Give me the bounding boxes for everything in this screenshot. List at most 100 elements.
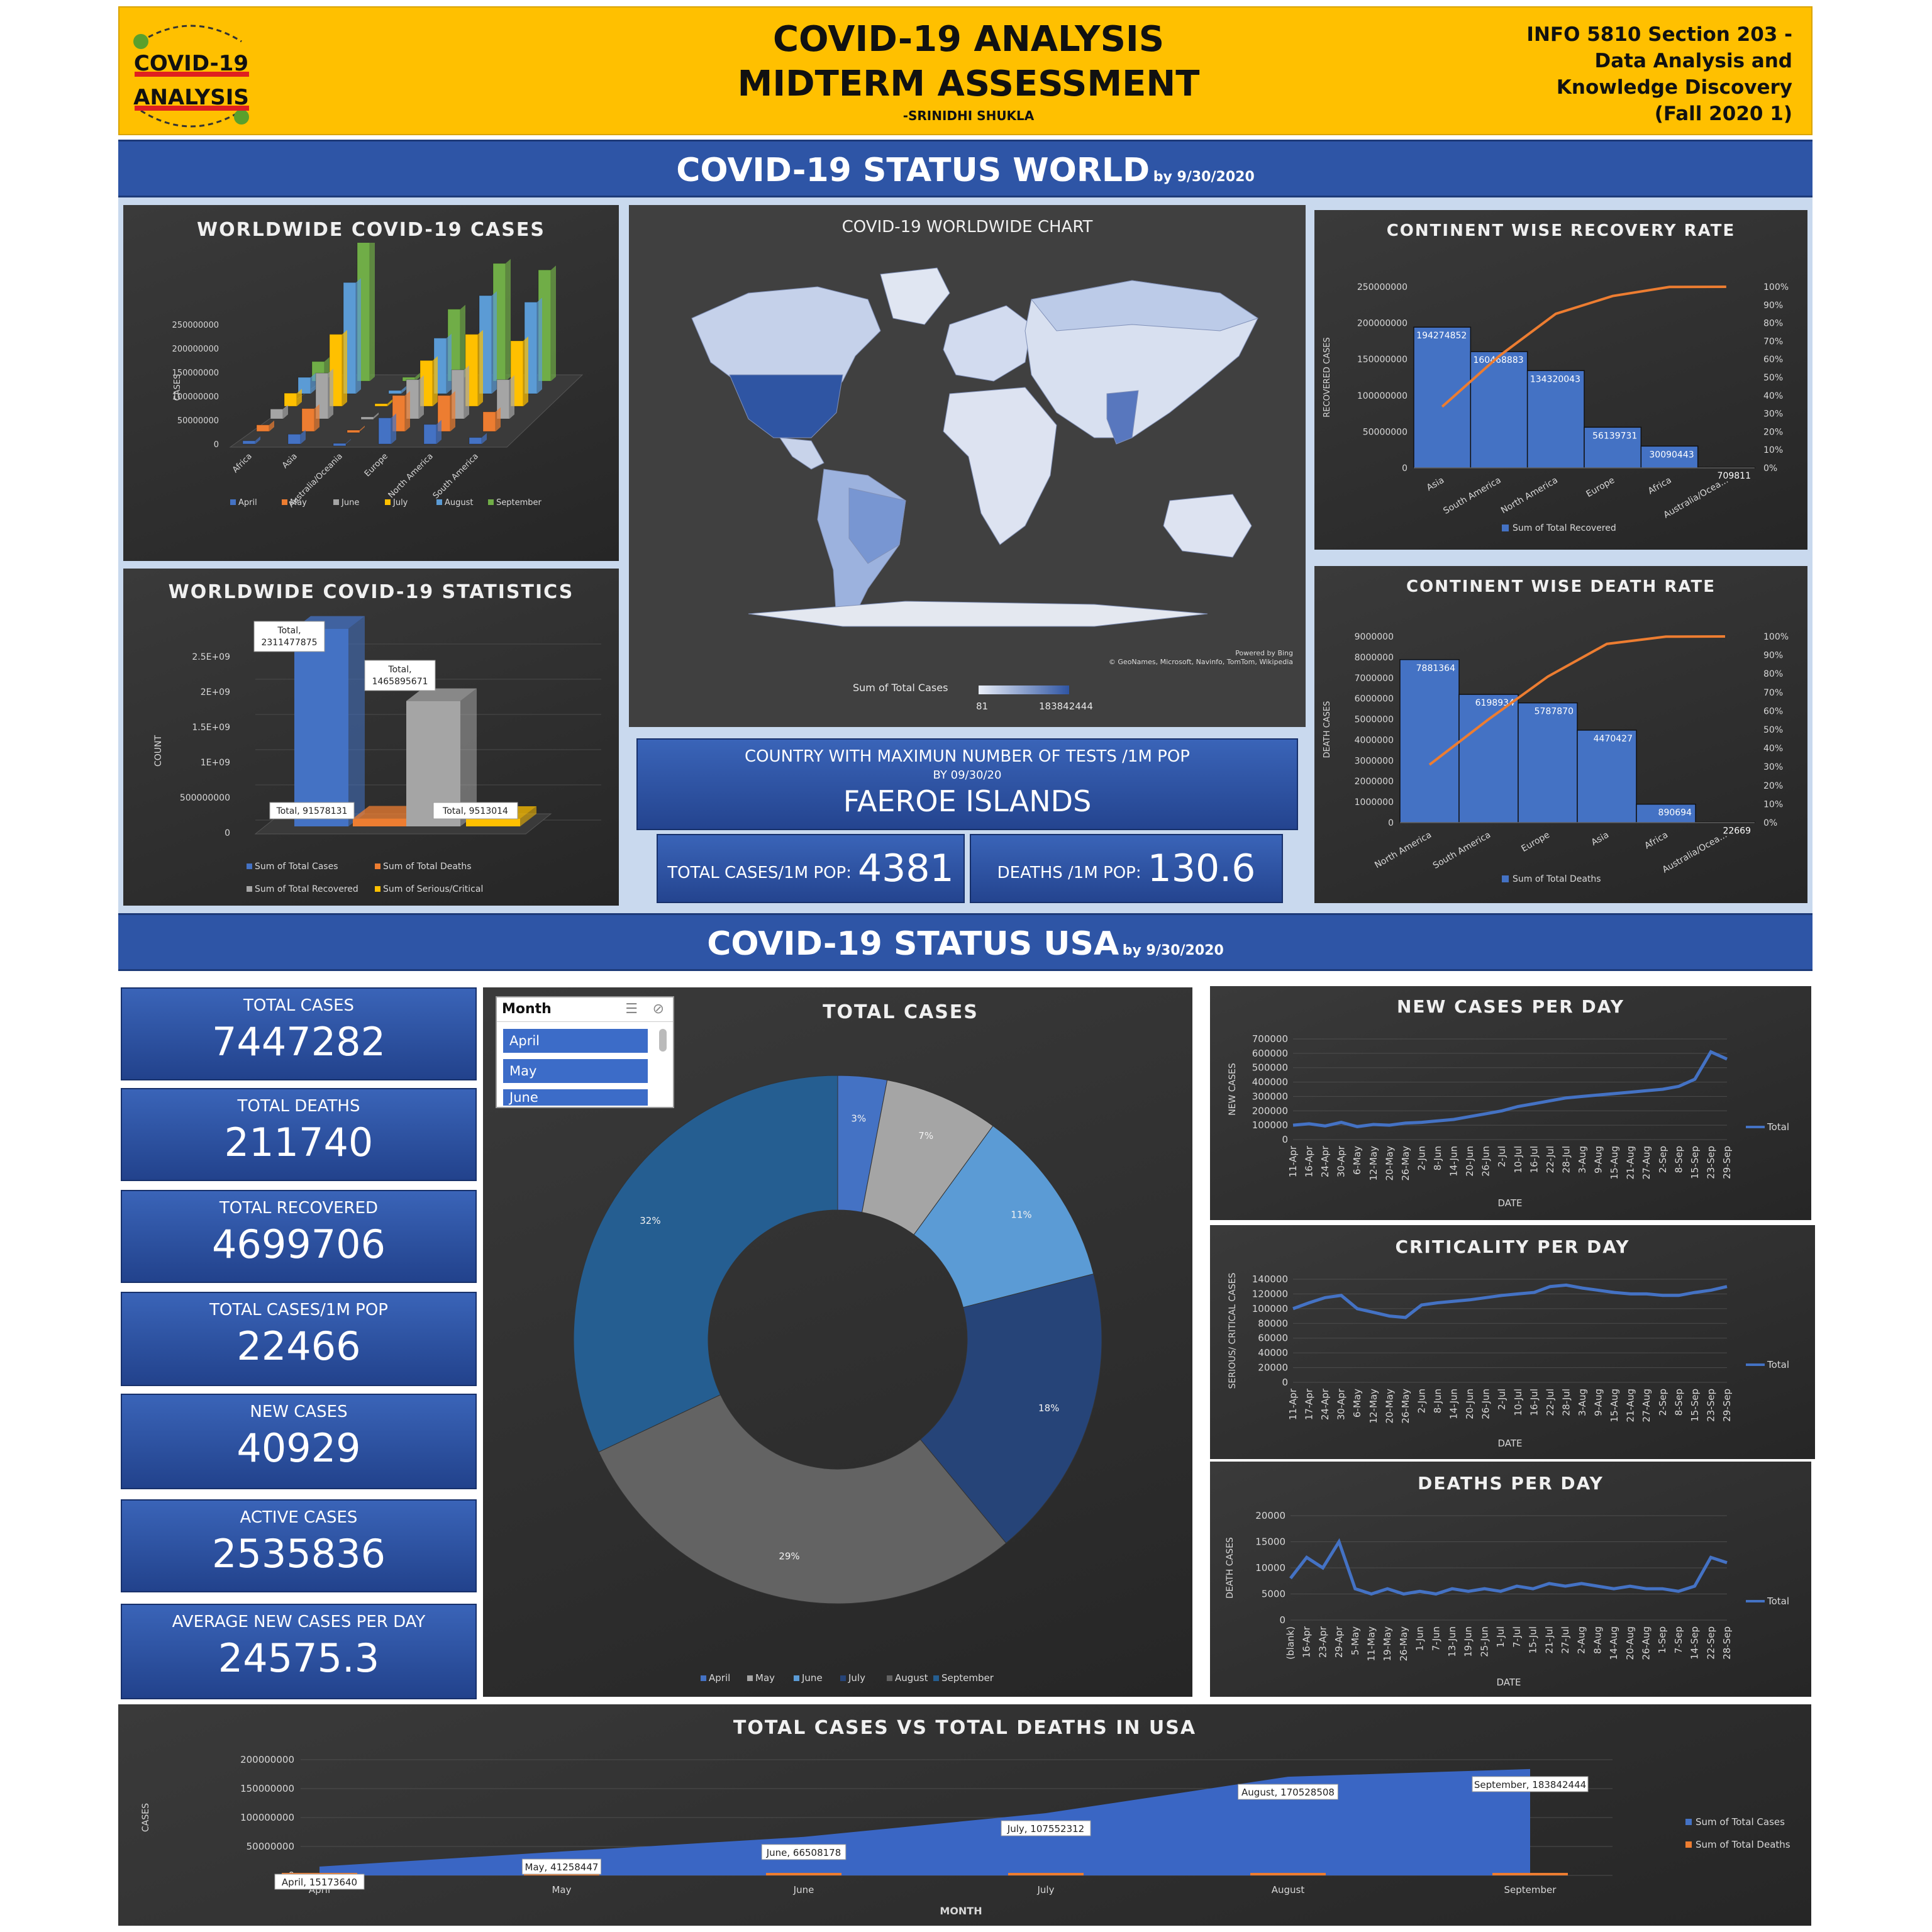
bar-side <box>374 412 379 419</box>
x-tick-label: May <box>552 1884 571 1896</box>
map-australia[interactable] <box>1163 494 1252 558</box>
y-tick-label: 0 <box>1282 1377 1288 1388</box>
legend-swatch <box>247 863 252 869</box>
legend-label: Sum of Total Cases <box>1696 1816 1785 1828</box>
month-slicer[interactable]: Month ☰ ⊘ April May June <box>496 996 674 1108</box>
clear-filter-icon[interactable]: ⊘ <box>652 1001 664 1017</box>
x-tick-label: 28-Jul <box>1560 1146 1572 1173</box>
y-tick-label: 100000 <box>1252 1303 1288 1314</box>
usa-banner: COVID-19 STATUS USA by 9/30/2020 <box>118 913 1813 971</box>
slicer-item-june[interactable]: June <box>503 1089 648 1106</box>
x-tick-label: 16-Apr <box>1301 1626 1313 1658</box>
y-tick-label: 80000 <box>1258 1318 1288 1329</box>
y-tick-label: 20000 <box>1258 1362 1288 1374</box>
bar-side <box>523 336 528 406</box>
kpi-cases-per-million: TOTAL CASES/1M POP 22466 <box>121 1292 477 1386</box>
x-tick-label: 9-Aug <box>1593 1146 1604 1174</box>
data-label: Total, 91578131 <box>276 806 348 816</box>
kpi-avg-new-cases-value: 24575.3 <box>218 1635 380 1681</box>
legend-swatch <box>933 1675 939 1681</box>
legend-label: Sum of Total Cases <box>255 862 338 872</box>
x-tick-label: 2-Jul <box>1496 1389 1507 1410</box>
bar-side <box>492 291 497 394</box>
y-tick-label: 2E+09 <box>201 687 230 697</box>
y-axis-label: RECOVERED CASES <box>1323 337 1332 418</box>
map-greenland[interactable] <box>880 267 950 325</box>
kpi-new-cases: NEW CASES 40929 <box>121 1394 477 1489</box>
legend-label: August <box>445 498 474 508</box>
new-cases-title: NEW CASES PER DAY <box>1396 996 1625 1017</box>
recovery-rate-chart: 0 50000000 100000000 150000000 200000000 2500… <box>1323 282 1789 533</box>
legend-swatch <box>333 499 339 505</box>
x-tick-label: 15-Aug <box>1609 1146 1620 1179</box>
map-brazil[interactable] <box>848 487 906 564</box>
bar-side <box>314 404 319 431</box>
slice-label: 7% <box>918 1130 933 1141</box>
y2-tick-label: 10% <box>1763 799 1783 809</box>
data-label: 56139731 <box>1592 431 1637 441</box>
y-tick-label: 5000 <box>1262 1589 1285 1600</box>
kpi-new-cases-value: 40929 <box>236 1425 361 1471</box>
slicer-scrollbar[interactable] <box>659 1029 667 1052</box>
data-label-box <box>1238 1784 1338 1800</box>
x-tick-label: Africa <box>1646 475 1674 497</box>
x-tick-label: 2-Jun <box>1416 1146 1427 1170</box>
slice-july <box>919 1273 1102 1544</box>
x-tick-label: 26-May <box>1398 1626 1409 1662</box>
y-tick-label: 120000 <box>1252 1288 1288 1299</box>
y-tick-label: 50000000 <box>1363 427 1407 437</box>
multi-select-icon[interactable]: ☰ <box>625 1001 638 1017</box>
y-tick-label: 0 <box>1282 1134 1288 1145</box>
death-rate-panel: CONTINENT WISE DEATH RATE 0 1000000 200000… <box>1314 566 1807 903</box>
bar-april <box>423 424 437 445</box>
y-tick-label: 100000000 <box>1357 391 1407 401</box>
max-tests-country: FAEROE ISLANDS <box>843 784 1092 818</box>
bar-side <box>370 243 375 381</box>
y-tick-label: 0 <box>1402 464 1407 474</box>
criticality-chart: 0 20000 40000 60000 80000 100000 120000 140000 S… <box>1228 1272 1789 1449</box>
y-tick-label: 8000000 <box>1355 653 1394 663</box>
x-tick-label: 26-Jun <box>1480 1146 1492 1177</box>
x-tick-label: July <box>1037 1884 1055 1896</box>
deaths-per-day-chart: 0 5000 10000 15000 20000 DEATH CASES (blank) 16… <box>1225 1510 1789 1688</box>
x-tick-label: 26-Jun <box>1480 1389 1492 1419</box>
map-usa[interactable] <box>729 374 843 438</box>
x-tick-label: 1-Jun <box>1414 1626 1426 1651</box>
y-tick-label: 1E+09 <box>201 758 230 768</box>
usa-total-cases-donut: 3% 7% 11% 18% 29% 32% April May June July August Se… <box>573 1075 1102 1684</box>
legend-swatch <box>375 863 380 869</box>
map-europe[interactable] <box>943 305 1032 382</box>
data-label: September, 183842444 <box>1474 1779 1586 1790</box>
map-russia[interactable] <box>1031 280 1259 331</box>
data-label-box <box>364 660 436 691</box>
legend-swatch <box>375 886 380 892</box>
data-label-box <box>269 802 355 819</box>
x-tick-label: Asia <box>1425 475 1446 494</box>
x-tick-label: 29-Sep <box>1721 1389 1733 1422</box>
bar-side <box>348 616 365 826</box>
bar-side <box>401 386 406 394</box>
recovery-rate-panel: CONTINENT WISE RECOVERY RATE 0 50000000 10… <box>1314 210 1807 550</box>
kpi-total-cases-value: 7447282 <box>211 1019 386 1065</box>
y2-tick-label: 30% <box>1763 762 1783 772</box>
bar-side <box>346 438 351 444</box>
world-map[interactable] <box>654 249 1283 639</box>
x-tick-label: 27-Jul <box>1560 1626 1571 1653</box>
y2-tick-label: 10% <box>1763 445 1783 455</box>
legend-label: September <box>941 1672 994 1684</box>
map-central-america[interactable] <box>779 437 824 470</box>
bar-side <box>478 330 483 406</box>
x-tick-label: 8-Jun <box>1432 1389 1443 1413</box>
legend-label: Sum of Total Recovered <box>255 884 358 894</box>
y2-tick-label: 0% <box>1763 464 1777 474</box>
y-tick-label: 700000 <box>1252 1033 1288 1045</box>
data-label: Total, <box>387 665 411 675</box>
slicer-item-april[interactable]: April <box>503 1029 648 1053</box>
map-africa[interactable] <box>943 387 1057 545</box>
kpi-total-cases-label: TOTAL CASES <box>243 996 355 1015</box>
map-india[interactable] <box>1106 390 1139 445</box>
x-tick-label: 15-Sep <box>1689 1389 1701 1422</box>
x-tick-label: Asia <box>1590 830 1611 848</box>
x-tick-label: 27-Aug <box>1641 1389 1652 1422</box>
slicer-item-may[interactable]: May <box>503 1059 648 1083</box>
